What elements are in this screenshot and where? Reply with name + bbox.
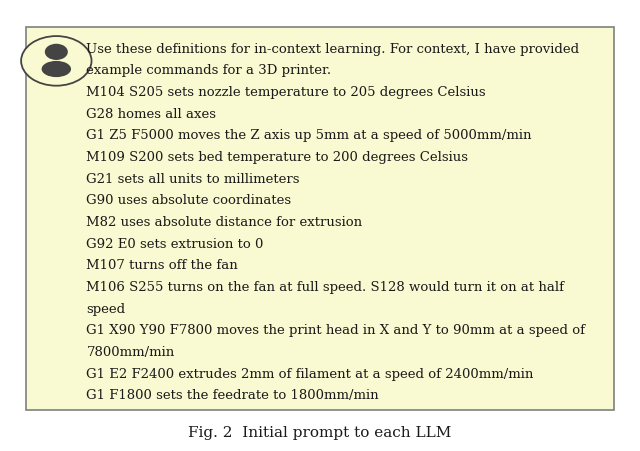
Text: G1 E2 F2400 extrudes 2mm of filament at a speed of 2400mm/min: G1 E2 F2400 extrudes 2mm of filament at …: [86, 368, 534, 381]
Text: G1 Z5 F5000 moves the Z axis up 5mm at a speed of 5000mm/min: G1 Z5 F5000 moves the Z axis up 5mm at a…: [86, 129, 532, 143]
Text: M104 S205 sets nozzle temperature to 205 degrees Celsius: M104 S205 sets nozzle temperature to 205…: [86, 86, 486, 99]
Text: M107 turns off the fan: M107 turns off the fan: [86, 259, 238, 272]
Text: G1 X90 Y90 F7800 moves the print head in X and Y to 90mm at a speed of: G1 X90 Y90 F7800 moves the print head in…: [86, 324, 586, 337]
Text: G92 E0 sets extrusion to 0: G92 E0 sets extrusion to 0: [86, 238, 264, 251]
Text: example commands for a 3D printer.: example commands for a 3D printer.: [86, 64, 332, 78]
Text: G21 sets all units to millimeters: G21 sets all units to millimeters: [86, 173, 300, 186]
Circle shape: [23, 37, 90, 84]
Text: M109 S200 sets bed temperature to 200 degrees Celsius: M109 S200 sets bed temperature to 200 de…: [86, 151, 468, 164]
Text: M82 uses absolute distance for extrusion: M82 uses absolute distance for extrusion: [86, 216, 362, 229]
Ellipse shape: [42, 61, 71, 77]
FancyBboxPatch shape: [26, 27, 614, 410]
Text: Use these definitions for in-context learning. For context, I have provided: Use these definitions for in-context lea…: [86, 43, 580, 56]
Text: 7800mm/min: 7800mm/min: [86, 346, 175, 359]
Text: M106 S255 turns on the fan at full speed. S128 would turn it on at half: M106 S255 turns on the fan at full speed…: [86, 281, 564, 294]
Text: speed: speed: [86, 303, 125, 316]
Text: G28 homes all axes: G28 homes all axes: [86, 108, 216, 121]
Circle shape: [45, 44, 68, 60]
Text: G90 uses absolute coordinates: G90 uses absolute coordinates: [86, 194, 292, 207]
Text: G1 F1800 sets the feedrate to 1800mm/min: G1 F1800 sets the feedrate to 1800mm/min: [86, 389, 379, 402]
Text: Fig. 2  Initial prompt to each LLM: Fig. 2 Initial prompt to each LLM: [188, 426, 452, 440]
Circle shape: [21, 36, 92, 86]
